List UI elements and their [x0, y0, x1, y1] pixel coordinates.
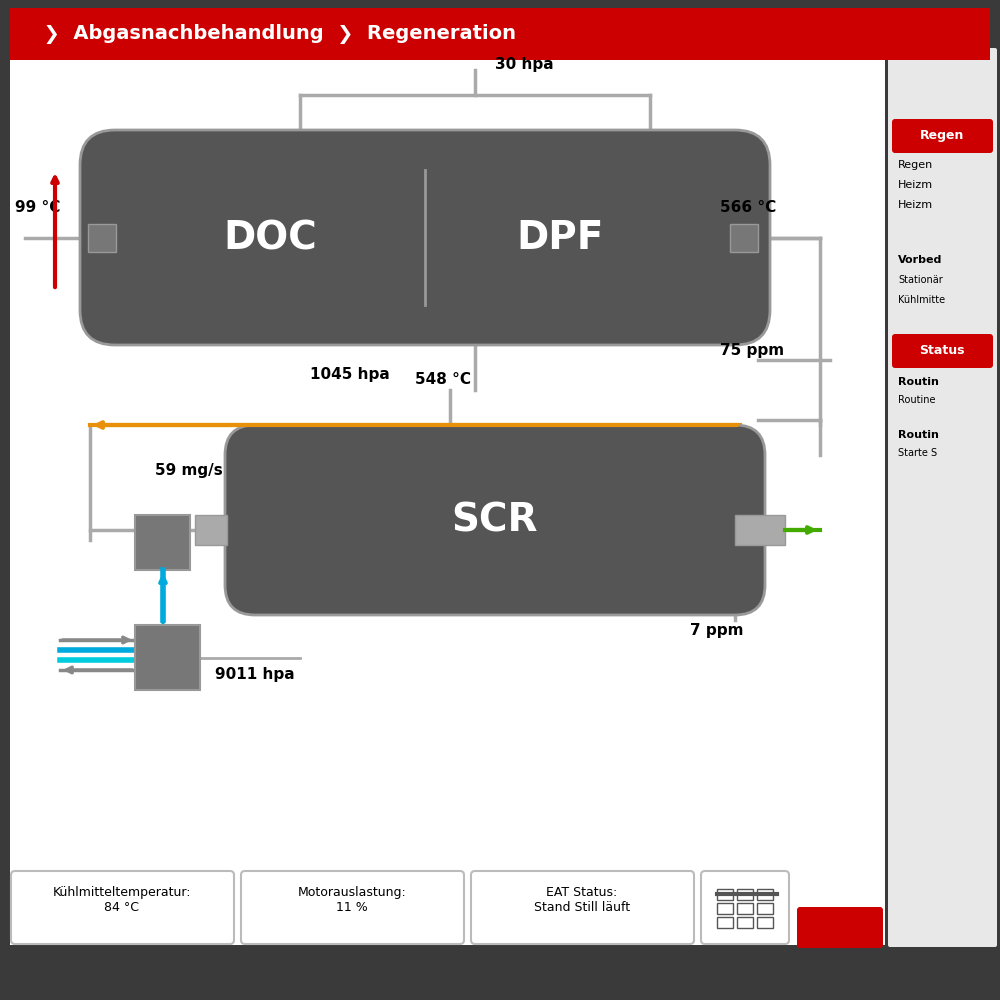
Text: Regen: Regen [898, 160, 933, 170]
Text: 30 hpa: 30 hpa [495, 57, 554, 73]
FancyBboxPatch shape [735, 515, 785, 545]
FancyBboxPatch shape [892, 334, 993, 368]
FancyBboxPatch shape [135, 515, 190, 570]
FancyBboxPatch shape [757, 889, 773, 900]
FancyBboxPatch shape [80, 130, 770, 345]
FancyBboxPatch shape [730, 224, 758, 252]
FancyBboxPatch shape [241, 871, 464, 944]
FancyBboxPatch shape [10, 45, 885, 945]
FancyBboxPatch shape [717, 903, 733, 914]
Text: 75 ppm: 75 ppm [720, 342, 784, 358]
Text: EAT Status:
Stand Still läuft: EAT Status: Stand Still läuft [534, 886, 630, 914]
Text: 9011 hpa: 9011 hpa [215, 668, 295, 682]
FancyBboxPatch shape [888, 48, 997, 947]
FancyBboxPatch shape [88, 224, 116, 252]
FancyBboxPatch shape [797, 907, 883, 948]
Text: 99 °C: 99 °C [15, 200, 60, 216]
FancyBboxPatch shape [757, 903, 773, 914]
Text: Stationär: Stationär [898, 275, 943, 285]
FancyBboxPatch shape [717, 917, 733, 928]
FancyBboxPatch shape [737, 917, 753, 928]
FancyBboxPatch shape [737, 889, 753, 900]
FancyBboxPatch shape [11, 871, 234, 944]
Text: 59 mg/s: 59 mg/s [155, 462, 223, 478]
FancyBboxPatch shape [737, 903, 753, 914]
Text: DPF: DPF [516, 219, 604, 257]
Text: Heizm: Heizm [898, 180, 933, 190]
Text: 1045 hpa: 1045 hpa [310, 367, 390, 382]
Text: 7 ppm: 7 ppm [690, 622, 744, 638]
Text: DOC: DOC [223, 219, 317, 257]
Text: 548 °C: 548 °C [415, 372, 471, 387]
FancyBboxPatch shape [225, 425, 765, 615]
FancyBboxPatch shape [10, 8, 990, 60]
Text: Regen: Regen [920, 129, 964, 142]
Text: Kühlmitte: Kühlmitte [898, 295, 945, 305]
FancyBboxPatch shape [717, 889, 733, 900]
FancyBboxPatch shape [195, 515, 227, 545]
FancyBboxPatch shape [471, 871, 694, 944]
Text: Routine: Routine [898, 395, 936, 405]
Text: SCR: SCR [452, 501, 538, 539]
Text: Kühlmitteltemperatur:
84 °C: Kühlmitteltemperatur: 84 °C [53, 886, 191, 914]
Text: 566 °C: 566 °C [720, 200, 776, 216]
Text: Motorauslastung:
11 %: Motorauslastung: 11 % [298, 886, 406, 914]
Text: ❯  Abgasnachbehandlung  ❯  Regeneration: ❯ Abgasnachbehandlung ❯ Regeneration [30, 24, 516, 44]
Text: Vorbed: Vorbed [898, 255, 942, 265]
Text: Routin: Routin [898, 430, 939, 440]
Text: Starte S: Starte S [898, 448, 937, 458]
FancyBboxPatch shape [757, 917, 773, 928]
FancyBboxPatch shape [892, 119, 993, 153]
Text: Status: Status [919, 344, 965, 358]
Text: Routin: Routin [898, 377, 939, 387]
FancyBboxPatch shape [135, 625, 200, 690]
FancyBboxPatch shape [701, 871, 789, 944]
Text: Heizm: Heizm [898, 200, 933, 210]
